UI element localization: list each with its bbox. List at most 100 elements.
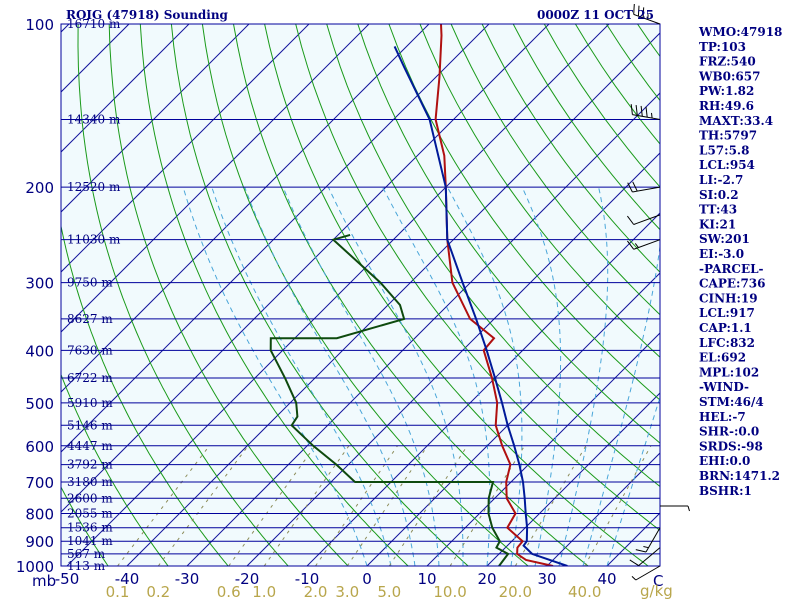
isotherm-line [486,392,660,566]
profiles [269,24,568,566]
index-line: RH:49.6 [699,99,754,113]
wind-barb-staff [635,565,661,581]
temperature-tick-label: 10 [417,570,436,588]
mixing-ratio-tick-label: 10.0 [433,583,466,600]
wind-barb-flag [630,104,633,115]
mixing-ratio-tick-label: 2.0 [304,583,328,600]
wind-barb-half-flag [631,576,637,581]
pressure-tick-label: 400 [25,342,54,360]
temperature-tick-label: 0 [362,570,372,588]
height-level-label: 6722 m [67,371,113,385]
index-line: SHR-:0.0 [699,425,759,439]
plot-area [61,24,660,566]
wind-barb-half-flag [634,243,639,248]
mixing-ratio-line [157,445,249,566]
sounding-datetime: 0000Z 11 OCT 25 [537,8,654,22]
moist-adiabat-line [558,187,609,566]
temperature-tick-label: 40 [597,570,616,588]
isotherm-line [306,212,660,566]
wind-barb-flag [635,549,647,553]
height-level-label: 567 m [67,547,106,561]
temperature-tick-label: -20 [235,570,260,588]
height-level-label: 2600 m [67,491,113,505]
isotherm-line [61,24,190,153]
height-level-label: 4447 m [67,439,113,453]
mixing-ratio-line [346,445,428,566]
mixing-ratio-tick-label: 1.0 [252,583,276,600]
wind-barb-flag [633,3,635,15]
mixing-ratio-axis: 0.1 0.2 0.6 1.0 2.0 3.0 5.0 10.0 20.0 40.0 [106,583,602,600]
indices-panel: WMO:47918TP:103FRZ:540WB0:657PW:1.82RH:4… [698,25,782,498]
mixing-ratio-unit-label: g/kg [640,582,673,600]
wind-barb-flag [642,7,645,18]
height-level-label: 2055 m [67,507,113,521]
index-line: CAP:1.1 [699,321,752,335]
mixing-ratio-line [228,445,316,566]
index-line: TT:43 [699,203,737,217]
index-line: L57:5.8 [699,143,749,157]
height-level-label: 5146 m [67,418,113,432]
wind-barb-flag [627,182,633,193]
wind-barb-half-flag [687,505,690,512]
mixing-ratio-line [315,445,398,566]
height-level-label: 8627 m [67,312,113,326]
temperature-tick-label: 20 [477,570,496,588]
isotherm-line [426,332,660,566]
temperature-tick-label: -40 [115,570,140,588]
pressure-tick-label: 300 [25,275,54,293]
wind-barb-flag [635,105,638,116]
temperature-tick-label: -50 [55,570,80,588]
index-line: PW:1.82 [699,84,754,98]
isotherm-line [61,24,250,213]
temperature-tick-label: 30 [537,570,556,588]
pressure-tick-label: 600 [25,438,54,456]
wind-barb-flag [640,105,643,117]
wind-barb [627,214,661,225]
pressure-tick-label: 900 [25,533,54,551]
isotherm-line [61,24,370,333]
index-line: TP:103 [699,40,746,54]
temperature-unit-label: C [653,572,663,590]
wind-barb [659,505,690,512]
mixing-ratio-tick-label: 0.6 [217,583,241,600]
mixing-ratio-tick-label: 0.1 [106,583,130,600]
index-line: -WIND- [699,380,749,394]
mixing-ratio-line [263,445,350,566]
index-line: SI:0.2 [699,188,739,202]
index-line: LFC:832 [699,336,755,350]
mixing-ratio-line [117,445,210,566]
wind-barb [629,547,661,567]
pressure-axis: 100 200 300 400 500 600 700 800 900 1000 [16,16,54,576]
dewpoint-profile [269,233,510,566]
dry-adiabat-line [762,24,800,566]
pressure-tick-label: 200 [25,179,54,197]
mixing-ratio-tick-label: 0.2 [146,583,170,600]
index-line: WB0:657 [698,69,760,83]
index-line: EHI:0.0 [699,454,750,468]
isotherm-line [546,452,660,566]
isotherm-line [0,24,9,566]
station-title: ROIG (47918) Sounding [66,8,229,22]
wind-barb [630,104,661,120]
wind-barb [627,239,661,250]
temperature-axis: -50 -40 -30 -20 -10 0 10 20 30 40 [55,570,617,588]
parcel-profile [393,45,568,566]
wind-barb-flag [629,559,639,567]
mixing-ratio-tick-label: 40.0 [568,583,601,600]
index-line: LCL:954 [699,158,755,172]
height-level-label: 11030 m [67,233,121,247]
index-line: LCL:917 [699,306,755,320]
temperature-tick-label: -30 [175,570,200,588]
mixing-ratio-tick-label: 20.0 [499,583,532,600]
pressure-tick-label: 1000 [16,558,54,576]
pressure-unit-label: mb [32,572,56,590]
wind-barbs [627,3,690,581]
temperature-tick-label: -10 [295,570,320,588]
index-line: BSHR:1 [699,484,752,498]
height-level-label: 12520 m [67,180,121,194]
wind-barb-flag [645,106,648,118]
isotherm-line [246,152,660,566]
height-level-label: 7630 m [67,343,113,357]
isotherm-line [61,24,490,453]
